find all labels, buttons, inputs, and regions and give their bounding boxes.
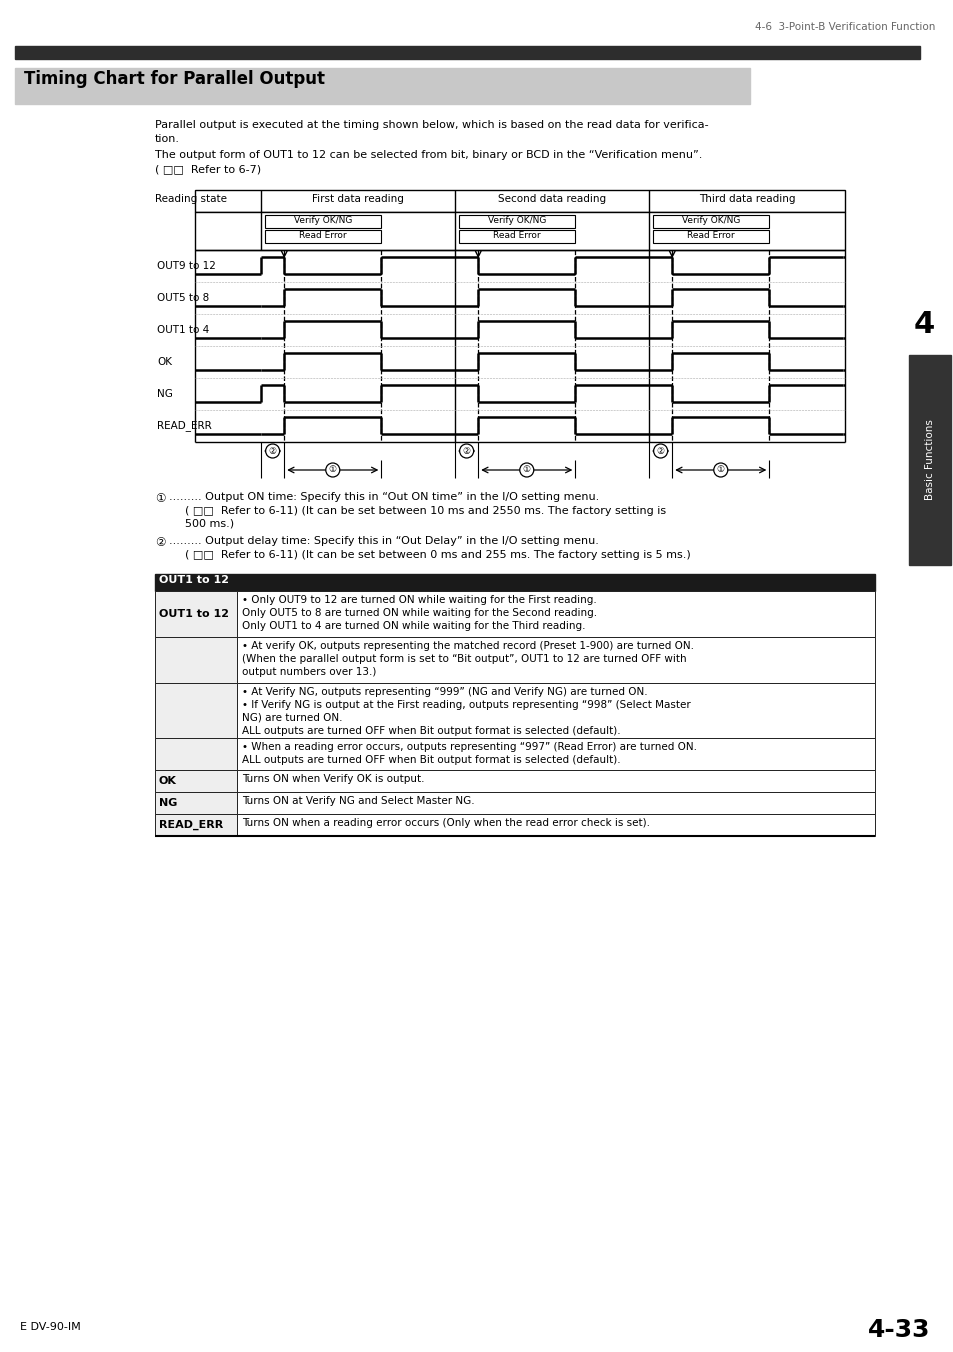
Circle shape [653, 443, 667, 458]
Text: Read Error: Read Error [299, 231, 347, 241]
Text: ②: ② [656, 446, 664, 456]
Text: Turns ON when Verify OK is output.: Turns ON when Verify OK is output. [242, 773, 424, 784]
Bar [154, 637, 236, 683]
Text: First data reading: First data reading [312, 193, 403, 204]
Text: 500 ms.): 500 ms.) [185, 519, 233, 529]
Text: Verify OK/NG: Verify OK/NG [681, 216, 740, 224]
Bar [236, 814, 874, 836]
Text: ( □□  Refer to 6-7): ( □□ Refer to 6-7) [154, 164, 261, 174]
Bar [236, 771, 874, 792]
Circle shape [459, 443, 473, 458]
Bar [154, 771, 236, 792]
Bar [236, 591, 874, 637]
Bar [154, 738, 236, 771]
Text: OK: OK [159, 776, 176, 786]
Bar [652, 215, 768, 228]
Text: ②: ② [462, 446, 470, 456]
Text: Basic Functions: Basic Functions [924, 419, 934, 500]
Bar [15, 46, 919, 59]
Text: Only OUT5 to 8 are turned ON while waiting for the Second reading.: Only OUT5 to 8 are turned ON while waiti… [242, 608, 597, 618]
Circle shape [713, 462, 727, 477]
Text: Third data reading: Third data reading [698, 193, 795, 204]
Text: ②: ② [154, 535, 165, 549]
Text: ①: ① [154, 492, 165, 506]
Text: Read Error: Read Error [493, 231, 540, 241]
Text: ALL outputs are turned OFF when Bit output format is selected (default).: ALL outputs are turned OFF when Bit outp… [242, 726, 620, 735]
Bar [15, 68, 749, 104]
Text: OUT1 to 4: OUT1 to 4 [157, 324, 209, 335]
Bar [194, 191, 844, 212]
Text: Reading state: Reading state [154, 193, 227, 204]
Text: • When a reading error occurs, outputs representing “997” (Read Error) are turne: • When a reading error occurs, outputs r… [242, 742, 697, 752]
Text: Turns ON when a reading error occurs (Only when the read error check is set).: Turns ON when a reading error occurs (On… [242, 818, 649, 827]
Text: Verify OK/NG: Verify OK/NG [294, 216, 352, 224]
Text: OUT1 to 12: OUT1 to 12 [159, 608, 229, 619]
Text: • Only OUT9 to 12 are turned ON while waiting for the First reading.: • Only OUT9 to 12 are turned ON while wa… [242, 595, 597, 604]
Text: OUT1 to 12: OUT1 to 12 [159, 575, 229, 585]
Text: Read Error: Read Error [687, 231, 734, 241]
Text: Turns ON at Verify NG and Select Master NG.: Turns ON at Verify NG and Select Master … [242, 796, 475, 806]
Text: Parallel output is executed at the timing shown below, which is based on the rea: Parallel output is executed at the timin… [154, 120, 708, 130]
Bar [458, 230, 575, 243]
Bar [194, 212, 844, 250]
Text: tion.: tion. [154, 134, 180, 145]
Text: NG: NG [157, 389, 172, 399]
Bar [236, 683, 874, 738]
Text: NG: NG [159, 798, 177, 808]
Bar [458, 215, 575, 228]
Text: • At Verify NG, outputs representing “999” (NG and Verify NG) are turned ON.: • At Verify NG, outputs representing “99… [242, 687, 647, 698]
Text: ......... Output delay time: Specify this in “Out Delay” in the I/O setting menu: ......... Output delay time: Specify thi… [169, 535, 598, 546]
Text: OUT5 to 8: OUT5 to 8 [157, 293, 209, 303]
Text: (When the parallel output form is set to “Bit output”, OUT1 to 12 are turned OFF: (When the parallel output form is set to… [242, 654, 686, 664]
Text: ( □□  Refer to 6-11) (It can be set between 0 ms and 255 ms. The factory setting: ( □□ Refer to 6-11) (It can be set betwe… [185, 550, 690, 560]
Text: ①: ① [329, 465, 336, 475]
Bar [236, 792, 874, 814]
Bar [265, 215, 381, 228]
Circle shape [265, 443, 279, 458]
Text: E DV-90-IM: E DV-90-IM [20, 1322, 81, 1332]
Text: READ_ERR: READ_ERR [157, 420, 212, 431]
Bar [908, 356, 950, 565]
Text: • If Verify NG is output at the First reading, outputs representing “998” (Selec: • If Verify NG is output at the First re… [242, 700, 690, 710]
Text: OUT9 to 12: OUT9 to 12 [157, 261, 215, 270]
Bar [652, 230, 768, 243]
Bar [154, 591, 236, 637]
Text: The output form of OUT1 to 12 can be selected from bit, binary or BCD in the “Ve: The output form of OUT1 to 12 can be sel… [154, 150, 701, 160]
Text: 4-33: 4-33 [866, 1318, 929, 1343]
Text: ②: ② [269, 446, 276, 456]
Bar [154, 814, 236, 836]
Text: NG) are turned ON.: NG) are turned ON. [242, 713, 342, 723]
Circle shape [519, 462, 534, 477]
Bar [154, 683, 236, 738]
Text: ①: ① [716, 465, 724, 475]
Text: Second data reading: Second data reading [497, 193, 605, 204]
Bar [236, 738, 874, 771]
Text: ALL outputs are turned OFF when Bit output format is selected (default).: ALL outputs are turned OFF when Bit outp… [242, 754, 620, 765]
Circle shape [325, 462, 339, 477]
Bar [154, 575, 874, 591]
Text: Only OUT1 to 4 are turned ON while waiting for the Third reading.: Only OUT1 to 4 are turned ON while waiti… [242, 621, 585, 631]
Text: Timing Chart for Parallel Output: Timing Chart for Parallel Output [24, 70, 325, 88]
Text: OK: OK [157, 357, 172, 366]
Bar [265, 230, 381, 243]
Text: • At verify OK, outputs representing the matched record (Preset 1-900) are turne: • At verify OK, outputs representing the… [242, 641, 693, 652]
Text: ①: ① [522, 465, 530, 475]
Text: ( □□  Refer to 6-11) (It can be set between 10 ms and 2550 ms. The factory setti: ( □□ Refer to 6-11) (It can be set betwe… [185, 506, 665, 516]
Text: 4-6  3-Point-B Verification Function: 4-6 3-Point-B Verification Function [754, 22, 934, 32]
Text: READ_ERR: READ_ERR [159, 819, 223, 830]
Text: Verify OK/NG: Verify OK/NG [488, 216, 546, 224]
Bar [154, 792, 236, 814]
Bar [236, 637, 874, 683]
Text: 4: 4 [913, 310, 934, 339]
Text: output numbers over 13.): output numbers over 13.) [242, 667, 376, 677]
Text: ......... Output ON time: Specify this in “Out ON time” in the I/O setting menu.: ......... Output ON time: Specify this i… [169, 492, 598, 502]
